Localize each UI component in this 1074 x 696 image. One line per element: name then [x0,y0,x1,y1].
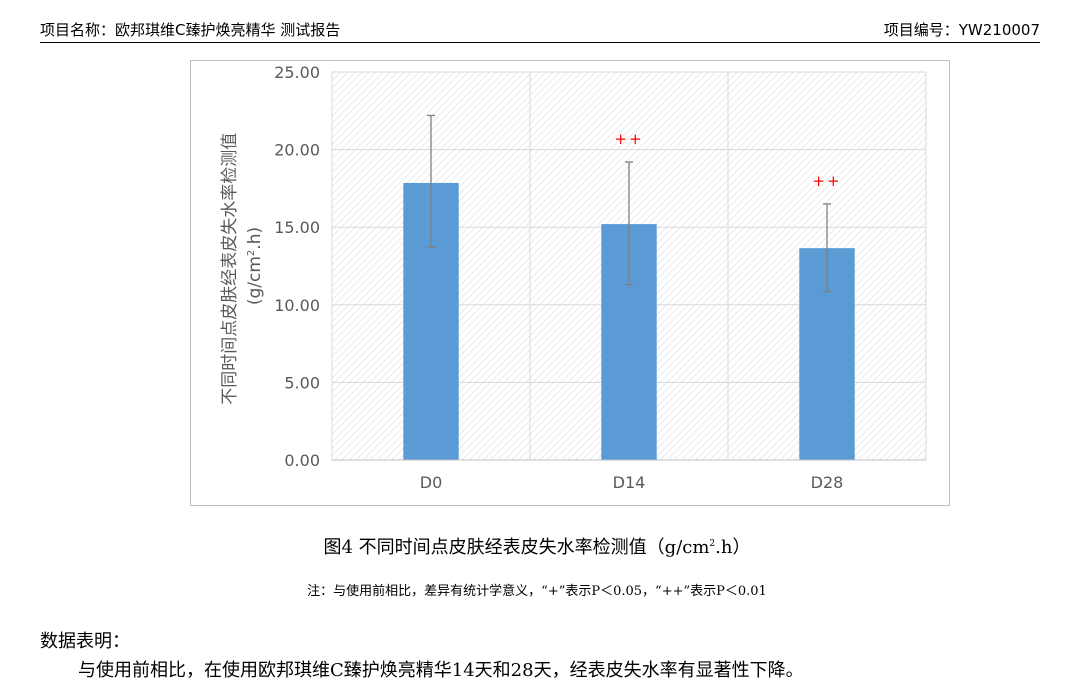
y-axis-label-line1: 不同时间点皮肤经表皮失水率检测值 [220,133,240,405]
y-axis-label: 不同时间点皮肤经表皮失水率检测值 (g/cm2.h) [220,127,265,404]
y-tick-label: 5.00 [284,373,320,392]
caption-prefix: 图4 不同时间点皮肤经表皮失水率检测值（g/cm [323,537,710,558]
significance-marker-d14: ++ [614,130,643,148]
x-tick-label-d14: D14 [613,473,646,492]
y-axis-label-unit-suffix: .h) [245,227,265,250]
caption-sup: 2 [709,539,716,549]
caption-suffix: .h） [715,537,751,558]
x-tick-label-d0: D0 [420,473,443,492]
twl-bar-chart: 0.00 5.00 10.00 15.00 20.00 25.00 D0 D14 D28 ++ +… [190,60,950,506]
chart-container: 0.00 5.00 10.00 15.00 20.00 25.00 D0 D14 D28 ++ +… [190,60,950,510]
project-number: 项目编号：YW210007 [883,21,1040,39]
summary-body: 与使用前相比，在使用欧邦琪维C臻护焕亮精华14天和28天，经表皮失水率有显著性下… [78,660,804,681]
y-tick-label: 15.00 [274,218,320,237]
y-axis-label-unit-sup: 2 [246,250,257,256]
project-name: 项目名称：欧邦琪维C臻护焕亮精华 测试报告 [40,21,341,39]
y-tick-label: 25.00 [274,63,320,82]
report-header: 项目名称：欧邦琪维C臻护焕亮精华 测试报告 项目编号：YW210007 [40,14,1040,43]
y-tick-label: 10.00 [274,296,320,315]
y-tick-label: 0.00 [284,451,320,470]
significance-note: 注：与使用前相比，差异有统计学意义，“+”表示P＜0.05，“++”表示P＜0.… [307,584,767,599]
figure-caption: 图4 不同时间点皮肤经表皮失水率检测值（g/cm2.h） [0,533,1074,559]
x-tick-label-d28: D28 [811,473,844,492]
y-axis-label-unit-prefix: (g/cm [245,256,265,305]
significance-marker-d28: ++ [812,172,841,190]
summary-title: 数据表明： [40,631,130,652]
y-tick-label: 20.00 [274,141,320,160]
